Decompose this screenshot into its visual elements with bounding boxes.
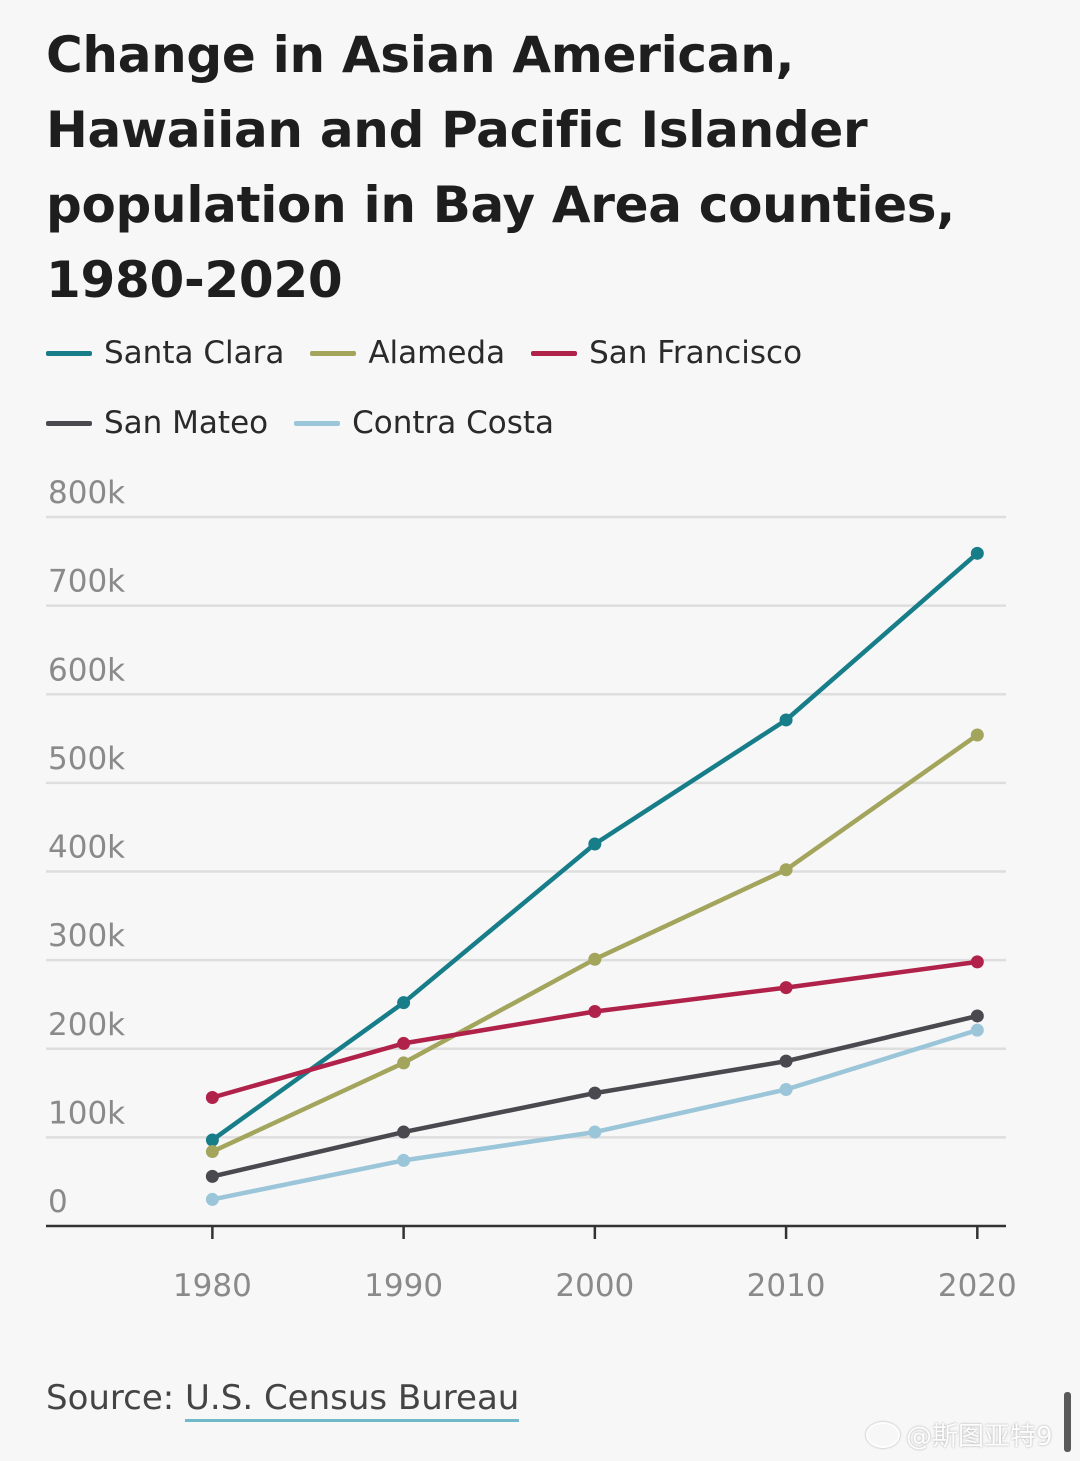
point-san-mateo-1980	[205, 1169, 219, 1183]
point-santa-clara-1980	[205, 1133, 219, 1147]
legend-item-contra-costa: Contra Costa	[294, 405, 554, 441]
gridlines	[46, 515, 1006, 1139]
point-santa-clara-2020	[970, 546, 984, 560]
point-santa-clara-2000	[588, 837, 602, 851]
x-axis-ticks: 1980 1990 2000 2010 2020	[173, 1226, 1017, 1304]
point-santa-clara-2010	[779, 713, 793, 727]
x-tick-label-2010: 2010	[747, 1268, 826, 1304]
watermark-text: @斯图亚特9	[906, 1422, 1053, 1452]
legend-swatch-contra-costa	[294, 420, 341, 426]
series-san-mateo	[205, 1009, 984, 1183]
legend: Santa Clara Alameda San Francisco San Ma…	[46, 318, 1026, 458]
legend-label-alameda: Alameda	[368, 335, 506, 371]
point-alameda-2010	[779, 863, 793, 877]
series-contra-costa	[205, 1023, 984, 1206]
point-alameda-2000	[588, 952, 602, 966]
y-tick-label-800k: 800k	[48, 475, 125, 511]
legend-row-1: Santa Clara Alameda San Francisco	[46, 318, 1026, 388]
source-note: Source: U.S. Census Bureau	[46, 1378, 520, 1422]
x-tick-label-2020: 2020	[938, 1268, 1017, 1304]
point-santa-clara-1990	[397, 996, 411, 1010]
legend-swatch-santa-clara	[46, 350, 92, 356]
weibo-logo-icon	[866, 1421, 900, 1448]
legend-swatch-alameda	[310, 350, 357, 356]
watermark: @斯图亚特9	[866, 1416, 1053, 1453]
y-tick-label-700k: 700k	[48, 564, 125, 600]
chart-title: Change in Asian American, Hawaiian and P…	[46, 26, 955, 309]
y-tick-label-500k: 500k	[48, 741, 125, 777]
legend-row-2: San Mateo Contra Costa	[46, 388, 1026, 458]
legend-label-san-francisco: San Francisco	[589, 335, 803, 371]
legend-item-alameda: Alameda	[310, 335, 505, 371]
y-axis-ticks: 0 100k 200k 300k 400k 500k 600k 700k 800k	[48, 475, 125, 1220]
point-alameda-2020	[970, 728, 984, 742]
legend-item-santa-clara: Santa Clara	[46, 335, 284, 371]
x-tick-label-2000: 2000	[555, 1268, 634, 1304]
y-tick-label-100k: 100k	[48, 1095, 125, 1131]
y-tick-label-0: 0	[48, 1184, 68, 1220]
scrollbar-thumb[interactable]	[1064, 1392, 1071, 1452]
legend-item-san-francisco: San Francisco	[531, 335, 802, 371]
point-san-mateo-2000	[588, 1086, 602, 1100]
legend-swatch-san-mateo	[46, 420, 92, 426]
y-tick-label-600k: 600k	[48, 652, 125, 688]
y-tick-label-400k: 400k	[48, 830, 125, 866]
point-contra-costa-2010	[779, 1083, 793, 1097]
source-prefix: Source:	[46, 1378, 186, 1418]
point-contra-costa-1990	[397, 1153, 411, 1167]
series-line-san-francisco	[210, 959, 980, 1100]
point-san-mateo-1990	[397, 1125, 411, 1139]
point-san-mateo-2010	[779, 1054, 793, 1068]
x-tick-label-1980: 1980	[173, 1268, 252, 1304]
legend-label-contra-costa: Contra Costa	[352, 405, 555, 441]
source-link[interactable]: U.S. Census Bureau	[185, 1378, 520, 1422]
series-lines	[205, 546, 984, 1206]
point-san-mateo-2020	[970, 1009, 984, 1023]
y-tick-label-200k: 200k	[48, 1007, 125, 1043]
point-san-francisco-2020	[970, 955, 984, 969]
series-alameda	[205, 728, 984, 1159]
legend-item-san-mateo: San Mateo	[46, 405, 268, 441]
legend-label-san-mateo: San Mateo	[104, 405, 269, 441]
series-santa-clara	[205, 546, 984, 1147]
legend-swatch-san-francisco	[531, 350, 578, 356]
point-alameda-1990	[397, 1056, 411, 1070]
legend-label-santa-clara: Santa Clara	[104, 335, 285, 371]
series-san-francisco	[205, 955, 984, 1104]
point-contra-costa-2020	[970, 1023, 984, 1037]
point-contra-costa-1980	[205, 1192, 219, 1206]
point-san-francisco-1980	[205, 1090, 219, 1104]
point-san-francisco-1990	[397, 1036, 411, 1050]
point-contra-costa-2000	[588, 1125, 602, 1139]
point-san-francisco-2010	[779, 981, 793, 995]
y-tick-label-300k: 300k	[48, 918, 125, 954]
point-alameda-1980	[205, 1145, 219, 1159]
x-tick-label-1990: 1990	[364, 1268, 443, 1304]
point-san-francisco-2000	[588, 1005, 602, 1019]
